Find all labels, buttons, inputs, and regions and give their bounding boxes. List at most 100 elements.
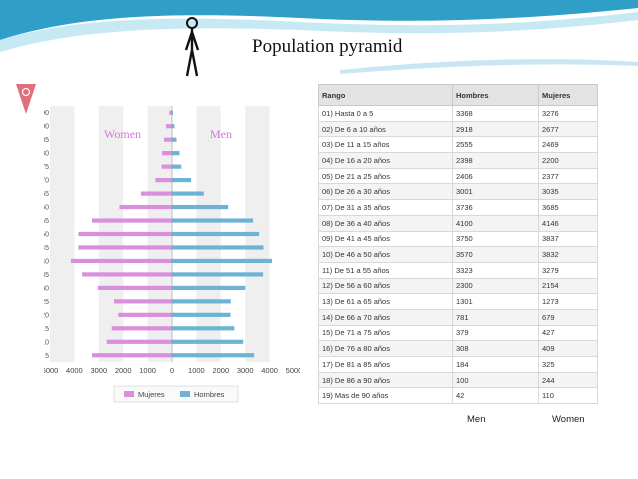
bar-men [172,204,229,210]
column-header-mujeres: Mujeres [538,84,598,106]
cell-rango: 14) De 66 a 70 años [318,308,453,326]
table-row: 04) De 16 a 20 años 2398 2200 [318,152,598,169]
bar-women [111,326,172,331]
bar-women [78,231,172,237]
cell-hombres: 3323 [452,261,539,279]
table-row: 15) De 71 a 75 años 379 427 [318,324,598,342]
y-tick-label: 11 a 15 [44,326,49,333]
bar-men [172,151,180,156]
cell-mujeres: 110 [538,387,598,405]
y-tick-label: 81 a 85 [44,137,49,144]
cell-mujeres: 679 [538,308,598,326]
cell-hombres: 1301 [452,293,539,310]
x-tick-label: 4000 [66,366,83,375]
table-row: 13) De 61 a 65 años 1301 1273 [318,293,598,310]
cell-hombres: 3001 [452,183,539,201]
y-tick-label: 51 a 55 [44,218,49,225]
cell-mujeres: 3276 [538,105,598,122]
y-tick-label: 66 a 70 [44,178,49,185]
legend-label-mujeres: Mujeres [138,390,165,399]
table-row: 14) De 66 a 70 años 781 679 [318,308,598,326]
y-tick-label: 26 a 30 [44,285,49,292]
y-tick-label: 41 a 45 [44,245,49,252]
cell-rango: 12) De 56 a 60 años [318,277,453,295]
table-row: 09) De 41 a 45 años 3750 3837 [318,230,598,248]
cell-mujeres: 427 [538,324,598,342]
cell-hombres: 2300 [452,277,539,295]
cell-rango: 08) De 36 a 40 años [318,214,453,232]
legend-swatch-mujeres [124,391,134,397]
legend-box [113,385,239,403]
table-row: 19) Mas de 90 años 42 110 [318,387,598,405]
cell-hombres: 379 [452,324,539,342]
cell-hombres: 2918 [452,120,539,138]
bar-women [106,339,172,344]
table-row: 12) De 56 a 60 años 2300 2154 [318,277,598,295]
y-tick-label: 16 a 20 [44,312,49,319]
cell-mujeres: 3837 [538,230,598,248]
women-annotation: Women [104,127,141,141]
bar-women [78,245,172,250]
cell-hombres: 3750 [452,230,539,248]
bar-women [70,258,172,264]
bar-men [172,353,255,358]
cell-hombres: 308 [452,340,539,357]
bar-men [172,178,192,183]
cell-hombres: 2398 [452,152,539,169]
page-title: Population pyramid [252,36,403,57]
table-row: 05) De 21 a 25 años 2406 2377 [318,167,598,185]
cell-rango: 07) De 31 a 35 años [318,199,453,216]
cell-mujeres: 244 [538,371,598,389]
cell-hombres: 100 [452,371,539,389]
cell-hombres: 3570 [452,246,539,263]
cell-mujeres: 3685 [538,199,598,216]
bar-men [172,299,231,304]
bar-men [172,124,175,129]
bar-women [91,218,172,223]
cell-mujeres: 325 [538,356,598,373]
cell-rango: 18) De 86 a 90 años [318,371,453,389]
men-annotation: Men [210,127,232,141]
y-tick-label: 0 a 5 [44,353,49,360]
table-row: 18) De 86 a 90 años 100 244 [318,371,598,389]
cell-mujeres: 409 [538,340,598,357]
bar-men [172,285,246,290]
cell-mujeres: 2677 [538,120,598,138]
bar-men [172,245,264,250]
table-row: 01) Hasta 0 a 5 3368 3276 [318,105,598,122]
x-tick-label: 1000 [139,366,156,375]
bar-women [161,164,172,169]
cell-rango: 16) De 76 a 80 años [318,340,453,357]
table-row: 08) De 36 a 40 años 4100 4146 [318,214,598,232]
x-tick-label: 2000 [212,366,229,375]
bar-men [172,191,204,196]
x-tick-label: 2000 [115,366,132,375]
table-row: 16) De 76 a 80 años 308 409 [318,340,598,357]
x-tick-label: 1000 [188,366,205,375]
cell-hombres: 781 [452,308,539,326]
cell-rango: 05) De 21 a 25 años [318,167,453,185]
cell-mujeres: 2469 [538,136,598,154]
y-tick-label: 61 a 65 [44,191,49,198]
cell-mujeres: 2200 [538,152,598,169]
cell-rango: 06) De 26 a 30 años [318,183,453,201]
y-tick-label: 31 a 35 [44,272,49,279]
table-row: 07) De 31 a 35 años 3736 3685 [318,199,598,216]
table-row: 10) De 46 a 50 años 3570 3832 [318,246,598,263]
population-pyramid-chart: 0 a 5 6 a 10 11 a 15 16 a 20 21 a 25 26 a 30 3… [44,106,300,403]
cell-mujeres: 3279 [538,261,598,279]
bar-women [164,137,172,142]
y-tick-label: 21 a 25 [44,299,49,306]
bar-men [172,137,177,142]
cell-rango: 19) Mas de 90 años [318,387,453,405]
cell-hombres: 2555 [452,136,539,154]
bar-men [172,272,264,277]
cell-mujeres: 3035 [538,183,598,201]
bar-women [82,272,172,277]
bar-men [172,339,244,344]
x-tick-label: 0 [170,366,174,375]
legend-label-hombres: Hombres [194,390,225,399]
y-tick-label: 36 a 40 [44,258,49,265]
